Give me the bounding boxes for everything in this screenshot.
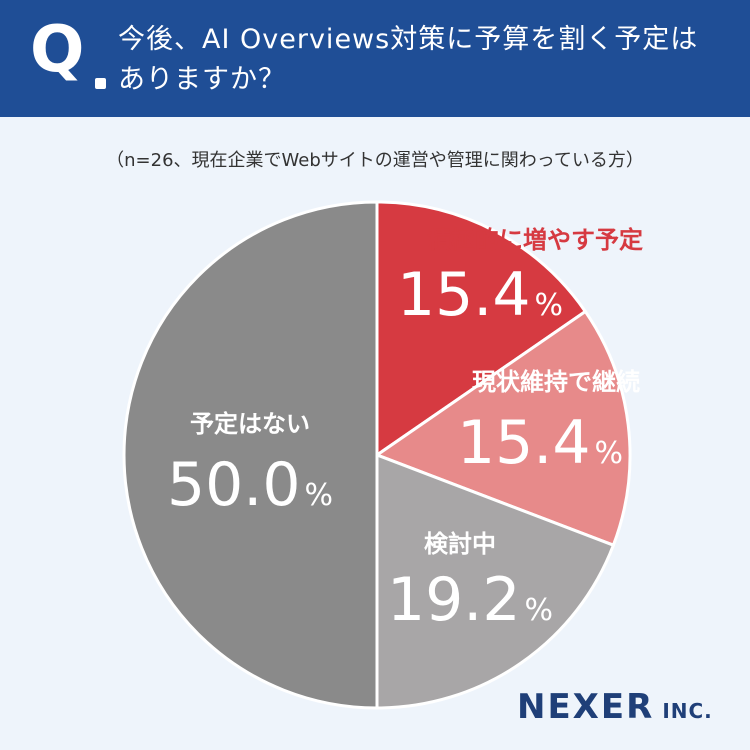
slice-label: 現状維持で継続 [472,368,640,396]
pie-slice [122,200,379,710]
slice-value-label: 19.2% [387,565,553,635]
slice-value-label: 50.0% [167,450,333,520]
slice-value-label: 15.4% [457,408,623,478]
slice-label: 積極的に増やす予定 [427,226,643,254]
slice-label: 予定はない [190,410,310,438]
slice-value-label: 15.4% [397,260,563,330]
question-mark: Q [30,13,85,87]
pie-slice [375,309,632,547]
pie-slice [375,200,587,457]
sample-note: （n=26、現在企業でWebサイトの運営や管理に関わっている方） [106,150,644,171]
logo-name: NEXER [517,687,655,727]
question-mark-dot [95,78,106,89]
logo-suffix: INC. [662,699,713,723]
company-logo: NEXER INC. [517,687,713,727]
question-header: Q 今後、AI Overviews対策に予算を割く予定はありますか？ [0,0,750,117]
slice-label: 検討中 [424,530,496,558]
pie-slice [375,453,615,710]
question-text: 今後、AI Overviews対策に予算を割く予定はありますか？ [118,24,699,95]
